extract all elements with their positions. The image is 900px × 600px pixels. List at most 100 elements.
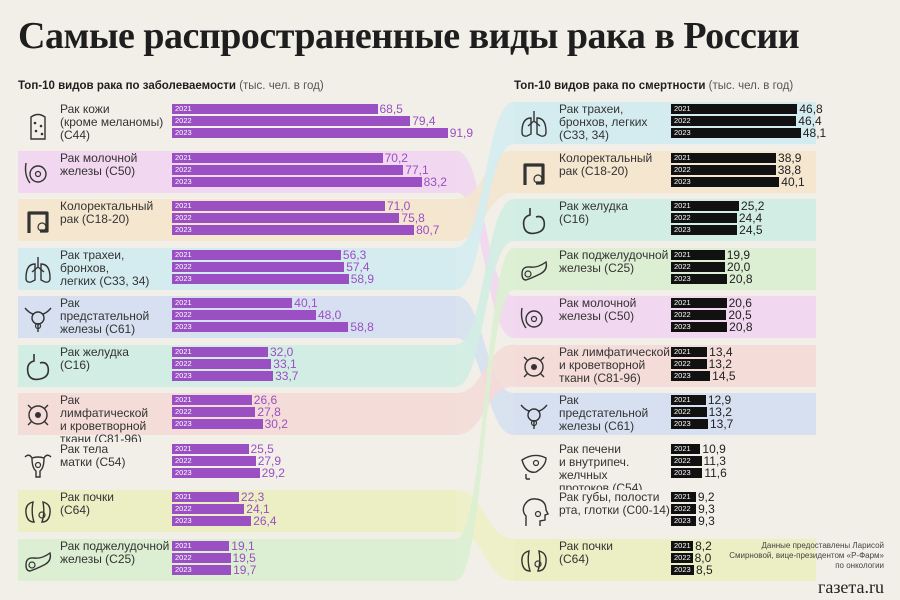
right-category-label-line: бронхов, легких <box>559 115 648 129</box>
colon-icon <box>27 211 49 233</box>
left-value-label: 79,4 <box>412 114 436 128</box>
left-category-row: Колоректальный рак (С18-20) 2021 71,0 2022 75… <box>0 199 900 248</box>
bar-year-label: 2021 <box>175 152 192 162</box>
right-value-label: 13,2 <box>708 356 732 371</box>
right-value-label: 24,5 <box>739 223 763 237</box>
breast-icon <box>24 162 47 183</box>
bar-year-label: 2022 <box>175 116 192 125</box>
left-category-row: Рак тела матки (С54) 2021 25,5 2022 27,9 2023 2… <box>0 441 900 491</box>
right-category-row: Рак печени и внутрипеч. желчных протоков (… <box>0 441 900 494</box>
right-category-band <box>514 393 816 435</box>
left-bar: 2021 <box>172 298 293 308</box>
left-bar: 2023 <box>172 370 274 381</box>
right-value-label: 8,2 <box>695 538 712 553</box>
right-category-label-line: Рак лимфатической <box>559 344 670 359</box>
right-bar: 2021 <box>671 492 696 502</box>
right-bar: 2023 <box>671 322 728 332</box>
right-category-label: Рак предстательной железы (С61) <box>559 394 671 433</box>
bar-year-label: 2023 <box>175 419 192 428</box>
bar-year-label: 2021 <box>674 152 691 162</box>
right-bar: 2023 <box>671 225 738 235</box>
left-category-label: Рак тела матки (С54) <box>60 442 170 469</box>
left-value-label: 25,5 <box>250 441 274 456</box>
left-category-row: Рак трахеи, бронхов, легких (С33, 34) 2021… <box>0 247 900 297</box>
right-category-label-line: железы (С61) <box>559 419 635 433</box>
left-value-label: 58,8 <box>350 320 374 334</box>
bar-year-label: 2021 <box>175 201 192 210</box>
right-category-label: Рак желудка (С16) <box>559 200 671 226</box>
lymph-icon <box>523 356 545 377</box>
right-category-label: Рак поджелудочной железы (С25) <box>559 247 671 275</box>
right-value-label: 46,4 <box>798 114 822 128</box>
bar-year-label: 2022 <box>674 310 691 319</box>
left-category-label: Колоректальный рак (С18-20) <box>60 200 170 226</box>
right-category-label-line: Рак губы, полости <box>559 490 660 504</box>
right-category-label-line: (С33, 34) <box>559 128 610 142</box>
right-value-label: 10,9 <box>702 441 726 456</box>
left-value-label: 27,9 <box>257 453 282 468</box>
bar-year-label: 2021 <box>175 492 192 501</box>
bar-year-label: 2023 <box>674 176 691 186</box>
bar-year-label: 2021 <box>674 104 691 113</box>
lungs-icon <box>521 111 547 137</box>
left-bar: 2022 <box>172 358 272 369</box>
bar-year-label: 2022 <box>674 407 691 416</box>
mortality-panel-title: Топ-10 видов рака по смертности (тыс. че… <box>514 80 793 92</box>
left-value-label: 83,2 <box>423 174 447 189</box>
liver-icon <box>521 454 547 480</box>
bar-year-label: 2021 <box>175 249 192 259</box>
right-bar: 2023 <box>671 128 801 138</box>
left-bar: 2023 <box>172 564 232 575</box>
bar-year-label: 2023 <box>674 225 691 234</box>
bar-year-label: 2021 <box>674 346 691 356</box>
left-value-label: 58,9 <box>350 271 375 286</box>
left-bar: 2021 <box>172 443 249 454</box>
left-bar: 2023 <box>172 225 415 235</box>
left-category-row: Рак поджелудочной железы (С25) 2021 19,1 202… <box>0 538 900 588</box>
right-bar: 2021 <box>671 249 725 260</box>
right-value-label: 11,3 <box>703 453 726 468</box>
right-category-label: Рак трахеи, бронхов, легких (С33, 34) <box>559 103 671 142</box>
right-value-label: 40,1 <box>781 174 805 189</box>
right-bar: 2022 <box>671 164 776 175</box>
source-note: Данные предоставлены Ларисой Смирновой, … <box>729 541 884 570</box>
bar-year-label: 2021 <box>175 395 192 404</box>
right-bar: 2021 <box>671 152 777 163</box>
kidney-icon <box>25 501 51 523</box>
right-bar: 2023 <box>671 273 728 284</box>
bar-year-label: 2021 <box>175 540 192 550</box>
right-value-label: 12,9 <box>707 393 732 407</box>
left-bar: 2022 <box>172 407 256 417</box>
right-category-label: Рак печени и внутрипеч. желчных протоков (… <box>559 442 671 495</box>
bar-year-label: 2023 <box>175 564 192 574</box>
left-bar: 2021 <box>172 249 341 260</box>
left-category-label-line: Колоректальный <box>60 199 154 213</box>
left-category-row: Рак предстательной железы (С61) 2021 40,1 20… <box>0 296 900 345</box>
left-bar: 2023 <box>172 176 422 187</box>
right-category-label-line: Рак поджелудочной <box>559 247 669 262</box>
right-value-label: 8,5 <box>695 562 713 577</box>
left-category-label-line: железы (С25) <box>60 551 136 566</box>
right-category-label-line: рта, глотки (С00-14) <box>559 503 670 517</box>
right-bar: 2021 <box>671 201 740 211</box>
incidence-panel-title: Топ-10 видов рака по заболеваемости (тыс… <box>18 80 324 92</box>
left-value-label: 91,9 <box>449 126 474 140</box>
right-value-label: 38,9 <box>778 150 802 165</box>
left-category-label-line: матки (С54) <box>60 454 126 469</box>
right-value-label: 46,8 <box>799 102 823 116</box>
right-category-label-line: Рак предстательной <box>559 393 649 420</box>
bar-year-label: 2023 <box>175 225 192 234</box>
incidence-title-bold: Топ-10 видов рака по заболеваемости <box>18 80 236 92</box>
right-bar: 2023 <box>671 467 703 478</box>
right-bar: 2022 <box>671 504 697 514</box>
left-bar: 2023 <box>172 419 263 429</box>
left-category-label: Рак предстательной железы (С61) <box>60 297 170 336</box>
bar-year-label: 2021 <box>674 201 691 210</box>
right-category-band <box>514 538 816 581</box>
right-bar: 2021 <box>671 346 708 357</box>
right-category-label-line: Рак трахеи, <box>559 102 624 116</box>
left-category-row: Рак желудка (С16) 2021 32,0 2022 33,1 2023 33,7 <box>0 344 900 394</box>
right-bar: 2021 <box>671 298 727 308</box>
left-category-label-line: Рак молочной <box>60 150 138 165</box>
bar-year-label: 2023 <box>175 322 192 331</box>
